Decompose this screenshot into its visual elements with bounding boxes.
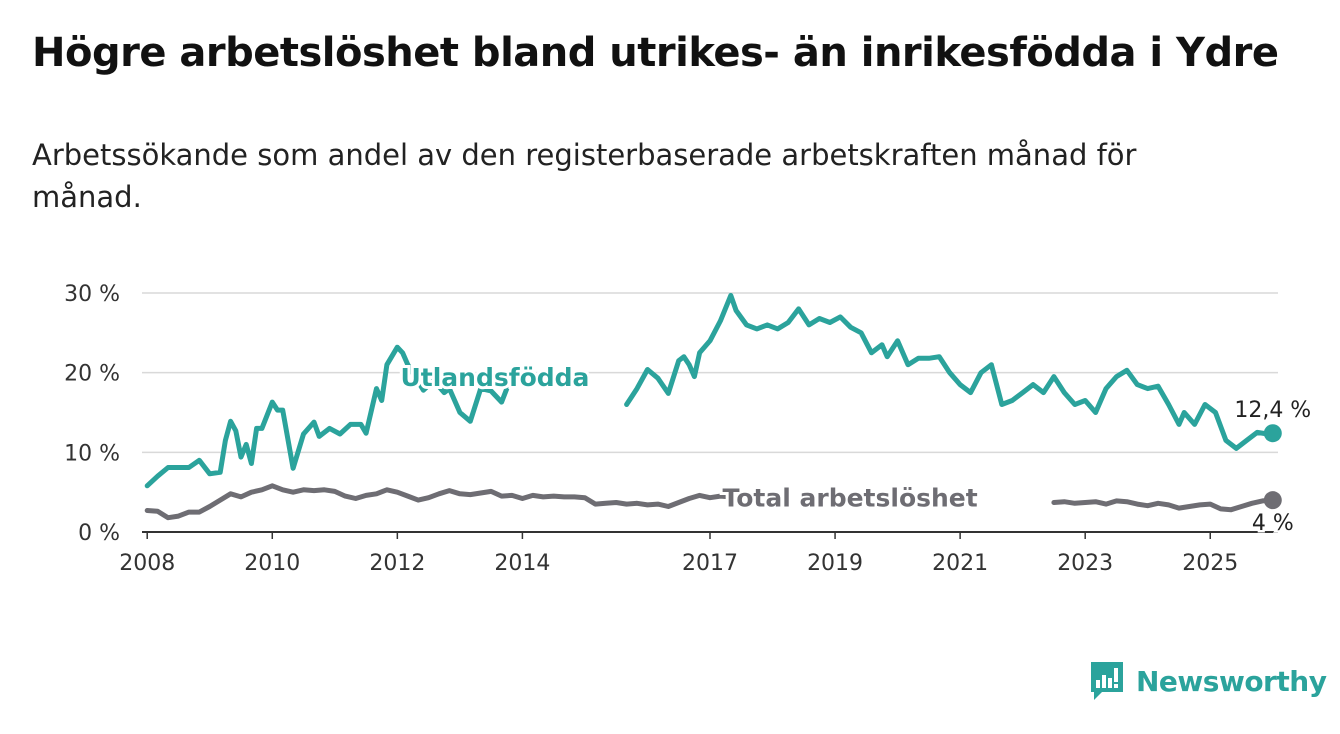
series-line-total-arbetslöshet (144, 483, 1276, 521)
brand-logo: Newsworthy (1088, 658, 1327, 704)
y-tick-label: 20 % (64, 362, 120, 387)
y-tick-label: 30 % (64, 282, 120, 307)
x-axis-ticks: 2008 2010 2012 2014 2017 2019 2021 2023 2025 (119, 532, 1238, 576)
series-end-dot (1263, 424, 1282, 443)
end-label-utlandsfodda: 12,4 % (1234, 398, 1311, 423)
series-lines (144, 292, 1282, 521)
x-tick-label: 2023 (1057, 551, 1113, 576)
chart-subtitle: Arbetssökande som andel av den registerb… (32, 138, 1137, 214)
x-tick-label: 2012 (369, 551, 425, 576)
series-label-total: Total arbetslöshet (723, 484, 978, 513)
end-label-total: 4 % (1252, 511, 1294, 536)
x-tick-label: 2010 (244, 551, 300, 576)
grid-lines (142, 292, 1278, 533)
x-tick-label: 2017 (682, 551, 738, 576)
newsworthy-chart-bubble-icon (1088, 660, 1126, 702)
series-label-utlandsfodda: Utlandsfödda (400, 363, 589, 392)
series-labels: Utlandsfödda Total arbetslöshet 12,4 % 4 % (397, 360, 1313, 538)
x-tick-label: 2025 (1182, 551, 1238, 576)
x-tick-label: 2008 (119, 551, 175, 576)
x-tick-label: 2019 (807, 551, 863, 576)
line-chart: 0 % 10 % 20 % 30 % 2008 2010 2012 2014 2017 2019… (64, 282, 1313, 576)
y-tick-label: 10 % (64, 441, 120, 466)
x-tick-label: 2014 (494, 551, 550, 576)
series-line-utlandsfödda (144, 292, 1276, 489)
x-tick-label: 2021 (932, 551, 988, 576)
y-tick-label: 0 % (78, 521, 120, 546)
series-end-dot (1263, 491, 1282, 510)
brand-name: Newsworthy (1136, 664, 1327, 698)
chart-title: Högre arbetslöshet bland utrikes- än inr… (32, 30, 1279, 76)
y-axis-ticks: 0 % 10 % 20 % 30 % (64, 282, 120, 546)
